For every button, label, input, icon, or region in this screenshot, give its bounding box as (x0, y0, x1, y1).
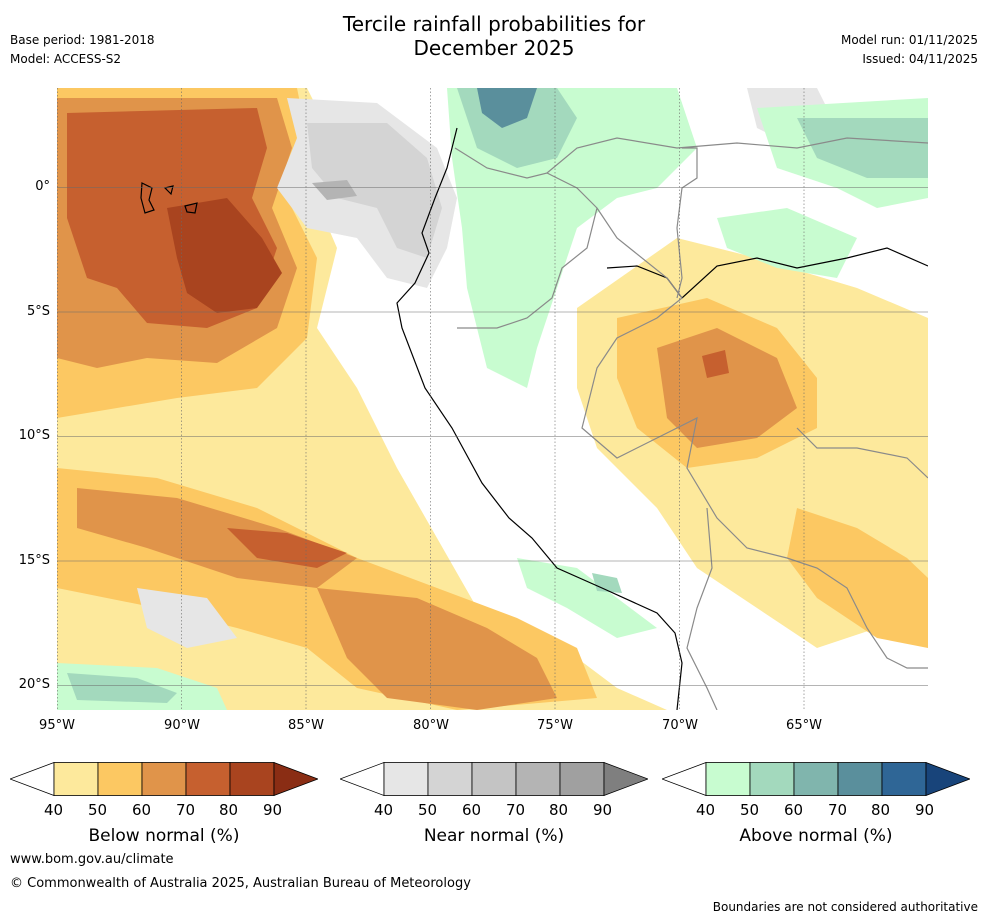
cb-above-tick-60: 60 (784, 801, 804, 819)
base-period: Base period: 1981-2018 (10, 33, 155, 47)
near-normal-60-ecuador-coast (312, 180, 357, 200)
below-normal-60-amazon (657, 328, 797, 448)
cb-below-tick-80: 80 (219, 801, 239, 819)
colorbar-below-title: Below normal (%) (88, 826, 240, 846)
cb-below-tick-90: 90 (263, 801, 283, 819)
cb-near-tick-90: 90 (593, 801, 613, 819)
above-normal-40-amazon (717, 208, 857, 278)
cb-below-tick-50: 50 (88, 801, 108, 819)
below-color-over (273, 762, 318, 796)
above-color-bin-50 (749, 762, 795, 796)
near-color-bin-70 (515, 762, 561, 796)
above-color-over (925, 762, 970, 796)
lon-label-90w: 90°W (164, 718, 200, 733)
colorbar-near-normal (340, 762, 648, 796)
below-color-under (10, 762, 55, 796)
below-color-bin-60 (141, 762, 187, 796)
title-line-2: December 2025 (413, 36, 575, 60)
cb-above-tick-90: 90 (915, 801, 935, 819)
cb-near-tick-70: 70 (506, 801, 526, 819)
above-normal-50-peru (592, 573, 622, 593)
above-normal-40-peru (517, 558, 657, 638)
cb-above-tick-70: 70 (828, 801, 848, 819)
cb-above-tick-80: 80 (871, 801, 891, 819)
cb-near-tick-80: 80 (549, 801, 569, 819)
near-color-bin-50 (427, 762, 473, 796)
near-color-under (340, 762, 385, 796)
issued-date: Issued: 04/11/2025 (862, 52, 978, 66)
country-borders (454, 137, 928, 710)
cb-near-tick-50: 50 (418, 801, 438, 819)
cb-above-tick-50: 50 (740, 801, 760, 819)
below-normal-80-galapagos (167, 198, 282, 313)
below-normal-60-south-ocean (317, 588, 557, 710)
above-color-bin-80 (881, 762, 927, 796)
south-america-coastline (396, 127, 683, 710)
cb-below-tick-60: 60 (132, 801, 152, 819)
above-normal-50-southwest-corner (67, 673, 177, 703)
galapagos-islands (140, 182, 198, 214)
lon-label-75w: 75°W (537, 718, 573, 733)
below-normal-70-south-band (227, 528, 347, 568)
near-normal-areas (137, 88, 837, 648)
lat-label-5s: 5°S (26, 304, 50, 319)
lat-label-20s: 20°S (18, 677, 50, 692)
above-normal-50-venezuela (797, 118, 928, 178)
graticule (57, 88, 928, 710)
lon-label-95w: 95°W (39, 718, 75, 733)
above-color-bin-40 (705, 762, 751, 796)
lat-label-15s: 15°S (18, 553, 50, 568)
footer-copyright: © Commonwealth of Australia 2025, Austra… (10, 876, 471, 891)
lon-label-80w: 80°W (413, 718, 449, 733)
below-color-bin-40 (53, 762, 99, 796)
below-color-bin-80 (229, 762, 275, 796)
lon-label-70w: 70°W (662, 718, 698, 733)
below-normal-70-amazon (702, 350, 729, 378)
above-normal-70-colombia (477, 88, 537, 128)
near-color-bin-80 (559, 762, 605, 796)
model-run: Model run: 01/11/2025 (840, 33, 978, 47)
near-normal-40-south-patch (137, 588, 237, 648)
title-line-1: Tercile rainfall probabilities for (342, 12, 646, 36)
colorbar-above-title: Above normal (%) (739, 826, 893, 846)
below-color-bin-50 (97, 762, 143, 796)
cb-above-tick-40: 40 (696, 801, 716, 819)
colorbar-below-normal (10, 762, 318, 796)
above-color-under (662, 762, 707, 796)
cb-below-tick-40: 40 (44, 801, 64, 819)
footer-disclaimer: Boundaries are not considered authoritat… (712, 900, 978, 914)
below-normal-areas (57, 88, 928, 710)
near-normal-50-ecuador-coast (307, 123, 442, 258)
below-color-bin-70 (185, 762, 231, 796)
map-title: Tercile rainfall probabilities for Decem… (0, 12, 988, 60)
lat-label-10s: 10°S (18, 428, 50, 443)
footer-url: www.bom.gov.au/climate (10, 852, 174, 867)
near-color-bin-40 (383, 762, 429, 796)
above-color-bin-70 (837, 762, 883, 796)
below-normal-50-bolivia (787, 508, 928, 648)
lat-label-0: 0° (35, 179, 50, 194)
cb-near-tick-40: 40 (374, 801, 394, 819)
amazon-river (606, 247, 928, 299)
colorbar-above-normal (662, 762, 970, 796)
model-name: Model: ACCESS-S2 (10, 52, 122, 66)
cb-below-tick-70: 70 (176, 801, 196, 819)
cb-near-tick-60: 60 (462, 801, 482, 819)
above-normal-areas (57, 88, 928, 710)
colorbar-near-title: Near normal (%) (423, 826, 565, 846)
above-color-bin-60 (793, 762, 839, 796)
near-color-over (603, 762, 648, 796)
rainfall-probability-map (57, 88, 928, 710)
lon-label-85w: 85°W (288, 718, 324, 733)
lon-label-65w: 65°W (786, 718, 822, 733)
near-color-bin-60 (471, 762, 517, 796)
